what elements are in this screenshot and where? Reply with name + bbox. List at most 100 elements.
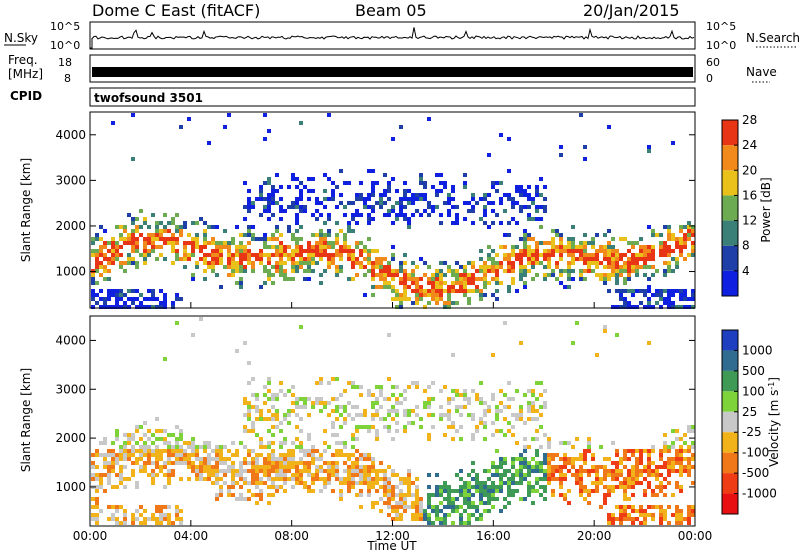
heatmap-cell — [495, 253, 499, 257]
heatmap-cell — [567, 241, 571, 245]
heatmap-cell — [263, 137, 267, 141]
heatmap-cell — [199, 445, 203, 449]
heatmap-cell — [431, 209, 435, 213]
heatmap-cell — [623, 261, 627, 265]
heatmap-cell — [407, 285, 411, 289]
heatmap-cell — [591, 453, 595, 457]
heatmap-cell — [539, 393, 543, 397]
heatmap-cell — [679, 453, 683, 457]
heatmap-cell — [343, 213, 347, 217]
heatmap-cell — [283, 245, 287, 249]
heatmap-cell — [467, 301, 471, 305]
heatmap-cell — [507, 197, 511, 201]
heatmap-cell — [339, 413, 343, 417]
heatmap-cell — [607, 241, 611, 245]
heatmap-cell — [507, 269, 511, 273]
heatmap-cell — [119, 457, 123, 461]
power-colorbar-swatch — [722, 195, 738, 221]
heatmap-cell — [471, 261, 475, 265]
heatmap-cell — [171, 237, 175, 241]
heatmap-cell — [403, 397, 407, 401]
heatmap-cell — [255, 417, 259, 421]
heatmap-cell — [251, 469, 255, 473]
heatmap-cell — [111, 461, 115, 465]
heatmap-cell — [671, 465, 675, 469]
heatmap-cell — [483, 285, 487, 289]
heatmap-cell — [123, 293, 127, 297]
heatmap-cell — [387, 285, 391, 289]
heatmap-cell — [147, 453, 151, 457]
heatmap-cell — [191, 253, 195, 257]
heatmap-cell — [351, 461, 355, 465]
heatmap-cell — [539, 493, 543, 497]
heatmap-cell — [279, 265, 283, 269]
heatmap-cell — [375, 265, 379, 269]
heatmap-cell — [499, 481, 503, 485]
heatmap-cell — [435, 277, 439, 281]
heatmap-cell — [631, 477, 635, 481]
heatmap-cell — [259, 413, 263, 417]
heatmap-cell — [183, 225, 187, 229]
heatmap-cell — [183, 453, 187, 457]
heatmap-cell — [91, 289, 95, 293]
heatmap-cell — [187, 253, 191, 257]
heatmap-cell — [95, 497, 99, 501]
heatmap-cell — [635, 457, 639, 461]
heatmap-cell — [327, 241, 331, 245]
heatmap-cell — [311, 445, 315, 449]
heatmap-cell — [523, 269, 527, 273]
heatmap-cell — [143, 261, 147, 265]
heatmap-cell — [335, 241, 339, 245]
heatmap-cell — [451, 489, 455, 493]
heatmap-cell — [131, 437, 135, 441]
heatmap-cell — [195, 261, 199, 265]
heatmap-cell — [247, 409, 251, 413]
heatmap-cell — [675, 429, 679, 433]
heatmap-cell — [651, 253, 655, 257]
heatmap-cell — [307, 465, 311, 469]
heatmap-cell — [455, 289, 459, 293]
heatmap-cell — [643, 465, 647, 469]
heatmap-cell — [175, 225, 179, 229]
heatmap-cell — [331, 245, 335, 249]
heatmap-cell — [223, 481, 227, 485]
heatmap-cell — [363, 409, 367, 413]
nsearch-label: N.Search — [746, 31, 800, 45]
heatmap-cell — [539, 205, 543, 209]
heatmap-cell — [651, 469, 655, 473]
heatmap-cell — [495, 497, 499, 501]
heatmap-cell — [291, 453, 295, 457]
heatmap-cell — [235, 469, 239, 473]
heatmap-cell — [647, 457, 651, 461]
heatmap-cell — [671, 305, 675, 309]
heatmap-cell — [303, 401, 307, 405]
heatmap-cell — [163, 229, 167, 233]
heatmap-cell — [387, 513, 391, 517]
heatmap-cell — [459, 517, 463, 521]
heatmap-cell — [295, 197, 299, 201]
heatmap-cell — [127, 437, 131, 441]
heatmap-cell — [107, 469, 111, 473]
heatmap-cell — [171, 221, 175, 225]
heatmap-cell — [311, 481, 315, 485]
heatmap-cell — [383, 481, 387, 485]
heatmap-cell — [315, 477, 319, 481]
heatmap-cell — [259, 189, 263, 193]
heatmap-cell — [471, 277, 475, 281]
heatmap-cell — [343, 205, 347, 209]
heatmap-cell — [599, 477, 603, 481]
heatmap-cell — [131, 301, 135, 305]
heatmap-cell — [511, 281, 515, 285]
heatmap-cell — [431, 509, 435, 513]
x-tick-label: 16:00 — [476, 529, 511, 543]
heatmap-cell — [559, 473, 563, 477]
heatmap-cell — [315, 217, 319, 221]
heatmap-cell — [263, 113, 267, 117]
heatmap-cell — [679, 445, 683, 449]
heatmap-cell — [139, 505, 143, 509]
heatmap-cell — [287, 205, 291, 209]
heatmap-cell — [355, 257, 359, 261]
heatmap-cell — [539, 469, 543, 473]
heatmap-cell — [275, 473, 279, 477]
